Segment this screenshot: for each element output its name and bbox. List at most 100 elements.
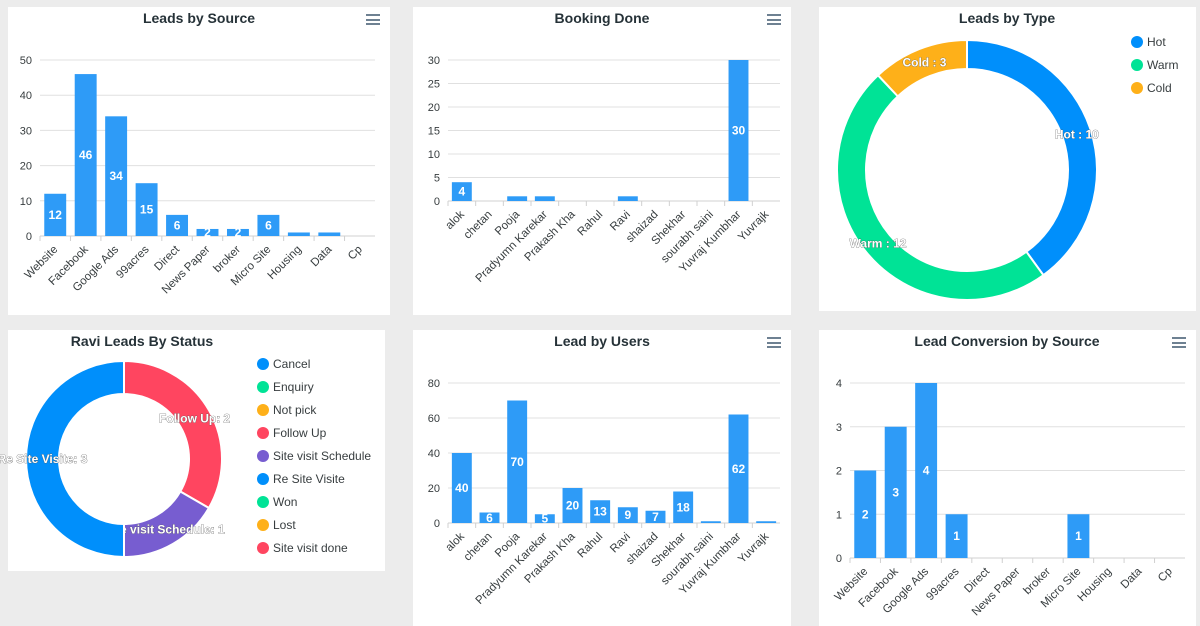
legend-label: Site visit done bbox=[273, 541, 348, 555]
chart-booking-done: Booking Done0510152025304alokchetanPooja… bbox=[428, 10, 780, 285]
y-tick-label: 10 bbox=[428, 149, 440, 161]
chart-title: Booking Done bbox=[555, 10, 650, 26]
legend-label: Lost bbox=[273, 518, 296, 532]
hamburger-menu-icon[interactable] bbox=[767, 337, 781, 348]
donut-slice bbox=[966, 38, 1098, 277]
y-tick-label: 0 bbox=[26, 231, 32, 243]
data-label: 30 bbox=[732, 124, 746, 138]
legend-marker bbox=[257, 473, 269, 485]
slice-label: Follow Up: 2 bbox=[159, 411, 231, 425]
bar bbox=[854, 470, 877, 558]
data-label: 1 bbox=[1075, 529, 1082, 543]
data-label: 62 bbox=[732, 462, 746, 476]
bar bbox=[507, 196, 528, 201]
legend-marker bbox=[1131, 82, 1143, 94]
legend-marker bbox=[257, 381, 269, 393]
y-tick-label: 25 bbox=[428, 79, 440, 91]
bar bbox=[196, 228, 219, 236]
legend-label: Enquiry bbox=[273, 380, 314, 394]
chart-title: Lead Conversion by Source bbox=[914, 333, 1099, 349]
bar bbox=[534, 196, 555, 201]
legend-marker bbox=[257, 404, 269, 416]
bar bbox=[287, 232, 310, 236]
data-label: 15 bbox=[140, 203, 154, 217]
bar bbox=[645, 510, 666, 523]
donut-slice bbox=[25, 359, 125, 559]
bar bbox=[590, 500, 611, 523]
chart-lead-conversion-by-source: Lead Conversion by Source012342Website3F… bbox=[833, 333, 1185, 618]
panel-leads-by-source: Leads by Source 0 10 20 30 40 50 12 Website 46 Fac… bbox=[8, 7, 390, 315]
chart-leads-by-source: Leads by Source0102030405012Website46Fac… bbox=[20, 10, 375, 296]
y-tick-label: 4 bbox=[836, 378, 842, 390]
legend-marker bbox=[257, 450, 269, 462]
x-tick-label: Yuvrajk bbox=[736, 208, 771, 243]
bar bbox=[756, 521, 777, 523]
bar bbox=[507, 400, 528, 523]
y-tick-label: 2 bbox=[836, 466, 842, 478]
data-label: 2 bbox=[235, 225, 242, 239]
data-label: 70 bbox=[510, 455, 524, 469]
data-label: 2 bbox=[862, 507, 869, 521]
slice-label: Site visit Schedule: 1 bbox=[105, 523, 225, 537]
bar bbox=[479, 512, 500, 523]
bar bbox=[135, 183, 158, 236]
donut-slice bbox=[836, 73, 1045, 301]
data-label: 6 bbox=[174, 218, 181, 232]
legend-marker bbox=[257, 519, 269, 531]
x-tick-label: alok bbox=[444, 530, 468, 554]
donut-slice bbox=[876, 38, 968, 98]
x-tick-label: Housing bbox=[1076, 566, 1114, 604]
y-tick-label: 30 bbox=[428, 55, 440, 67]
chart-title: Ravi Leads By Status bbox=[71, 333, 214, 349]
x-tick-label: Data bbox=[1119, 565, 1145, 591]
bar bbox=[226, 228, 249, 236]
data-label: 46 bbox=[79, 148, 93, 162]
legend-label: Cancel bbox=[273, 357, 310, 371]
y-tick-label: 30 bbox=[20, 125, 32, 137]
legend-marker bbox=[257, 496, 269, 508]
data-label: 1 bbox=[953, 529, 960, 543]
y-tick-label: 80 bbox=[428, 378, 440, 390]
x-tick-label: alok bbox=[444, 208, 468, 232]
bar bbox=[451, 453, 472, 523]
legend-label: Won bbox=[273, 495, 297, 509]
legend-marker bbox=[1131, 59, 1143, 71]
bar bbox=[673, 491, 694, 523]
chart-lead-by-users: Lead by Users02040608040alok6chetan70Poo… bbox=[428, 333, 780, 607]
data-label: 3 bbox=[892, 485, 899, 499]
legend-marker bbox=[257, 427, 269, 439]
bar bbox=[74, 74, 97, 236]
data-label: 40 bbox=[455, 481, 469, 495]
bar bbox=[617, 196, 638, 201]
hamburger-menu-icon[interactable] bbox=[366, 14, 380, 25]
legend-label: Warm bbox=[1147, 58, 1179, 72]
legend-marker bbox=[257, 358, 269, 370]
panel-leads-by-type: Leads by Type Hot : 10 Warm : 12 Cold : 3 Ho… bbox=[819, 7, 1196, 311]
panel-ravi-leads-by-status: Ravi Leads By Status Follow Up: 2 Site vis… bbox=[0, 330, 385, 571]
bar bbox=[257, 214, 280, 236]
y-tick-label: 0 bbox=[836, 553, 842, 565]
bar bbox=[562, 488, 583, 523]
data-label: 18 bbox=[676, 500, 690, 514]
x-tick-label: Housing bbox=[266, 244, 304, 282]
y-tick-label: 60 bbox=[428, 413, 440, 425]
x-tick-label: Ravi bbox=[608, 209, 633, 234]
x-tick-label: Ravi bbox=[608, 531, 633, 556]
y-tick-label: 50 bbox=[20, 55, 32, 67]
bar bbox=[44, 193, 67, 236]
data-label: 6 bbox=[265, 218, 272, 232]
hamburger-menu-icon[interactable] bbox=[1172, 337, 1186, 348]
legend-label: Site visit Schedule bbox=[273, 449, 371, 463]
slice-label: Re Site Visite: 3 bbox=[0, 452, 88, 466]
data-label: 9 bbox=[624, 508, 631, 522]
bar bbox=[884, 426, 907, 558]
x-tick-label: chetan bbox=[462, 531, 495, 564]
legend-label: Not pick bbox=[273, 403, 317, 417]
data-label: 2 bbox=[204, 225, 211, 239]
y-tick-label: 1 bbox=[836, 509, 842, 521]
x-tick-label: Yuvrajk bbox=[736, 530, 771, 565]
bar bbox=[105, 116, 128, 236]
hamburger-menu-icon[interactable] bbox=[767, 14, 781, 25]
chart-title: Leads by Source bbox=[143, 10, 255, 26]
bar bbox=[534, 514, 555, 523]
